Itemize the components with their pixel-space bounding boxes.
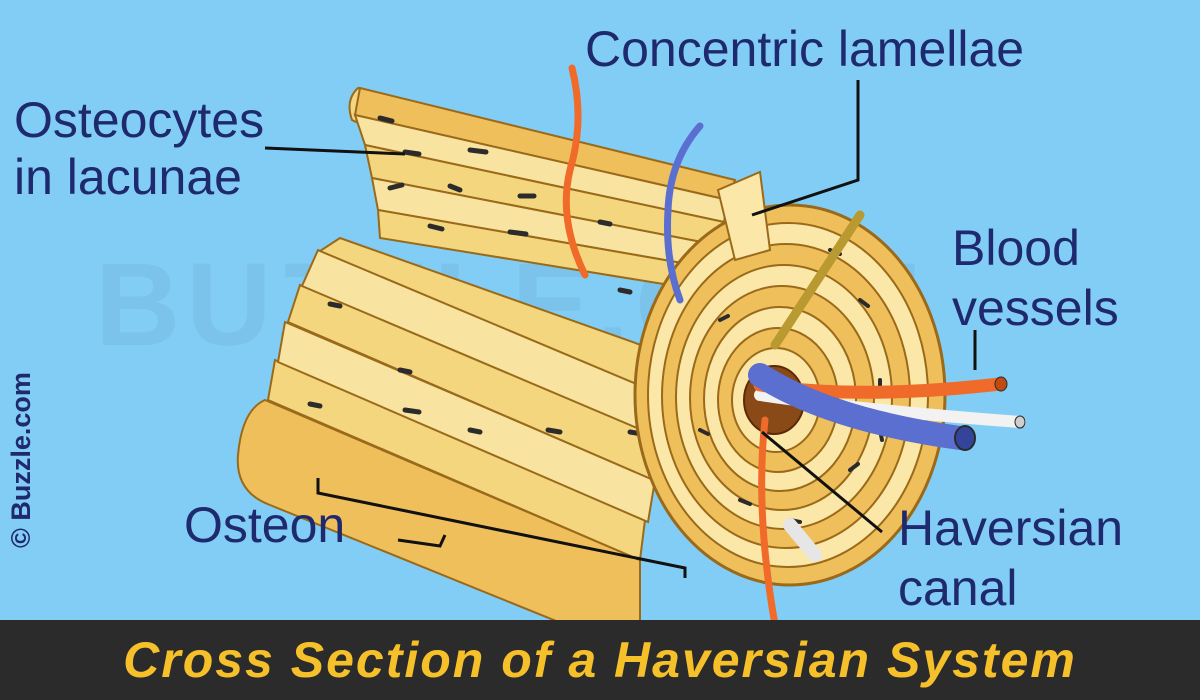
osteon-bracket [316, 478, 687, 578]
label-blood-line1: Blood [952, 220, 1080, 276]
label-haversian-line1: Haversian [898, 500, 1124, 556]
leader-osteocytes [264, 146, 406, 156]
label-concentric-lamellae: Concentric lamellae [585, 21, 1025, 77]
artery-down [758, 416, 779, 629]
leader-osteon [397, 534, 447, 548]
nerve-end [1014, 415, 1026, 429]
label-haversian-canal: Haversian canal [898, 498, 1123, 618]
vein-end [954, 425, 976, 451]
artery-top [562, 64, 589, 279]
nerve-diagonal [770, 210, 865, 350]
vein-out [748, 363, 972, 450]
label-osteocytes-line1: Osteocytes [14, 92, 265, 148]
diagram-title: Cross Section of a Haversian System [123, 632, 1077, 688]
label-osteocytes-in-lacunae: Osteocytes in lacunae [14, 92, 264, 205]
label-haversian-line2: canal [898, 560, 1018, 616]
vein-top [664, 122, 704, 304]
artery-end [994, 376, 1008, 392]
label-blood-vessels: Blood vessels [952, 218, 1119, 338]
label-blood-line2: vessels [952, 280, 1119, 336]
blood-vessels [562, 64, 1026, 629]
leader-concentric [751, 80, 860, 217]
title-bar: Cross Section of a Haversian System [0, 620, 1200, 700]
lacunae-marks [307, 115, 663, 437]
leader-lines [264, 80, 977, 578]
nerve-stub [783, 518, 822, 562]
leader-haversian [761, 430, 883, 534]
osteon-upper-block [348, 86, 737, 302]
copyright-credit: © Buzzle.com [6, 372, 36, 548]
label-osteon: Osteon [184, 497, 346, 553]
label-osteocytes-line2: in lacunae [14, 148, 242, 205]
